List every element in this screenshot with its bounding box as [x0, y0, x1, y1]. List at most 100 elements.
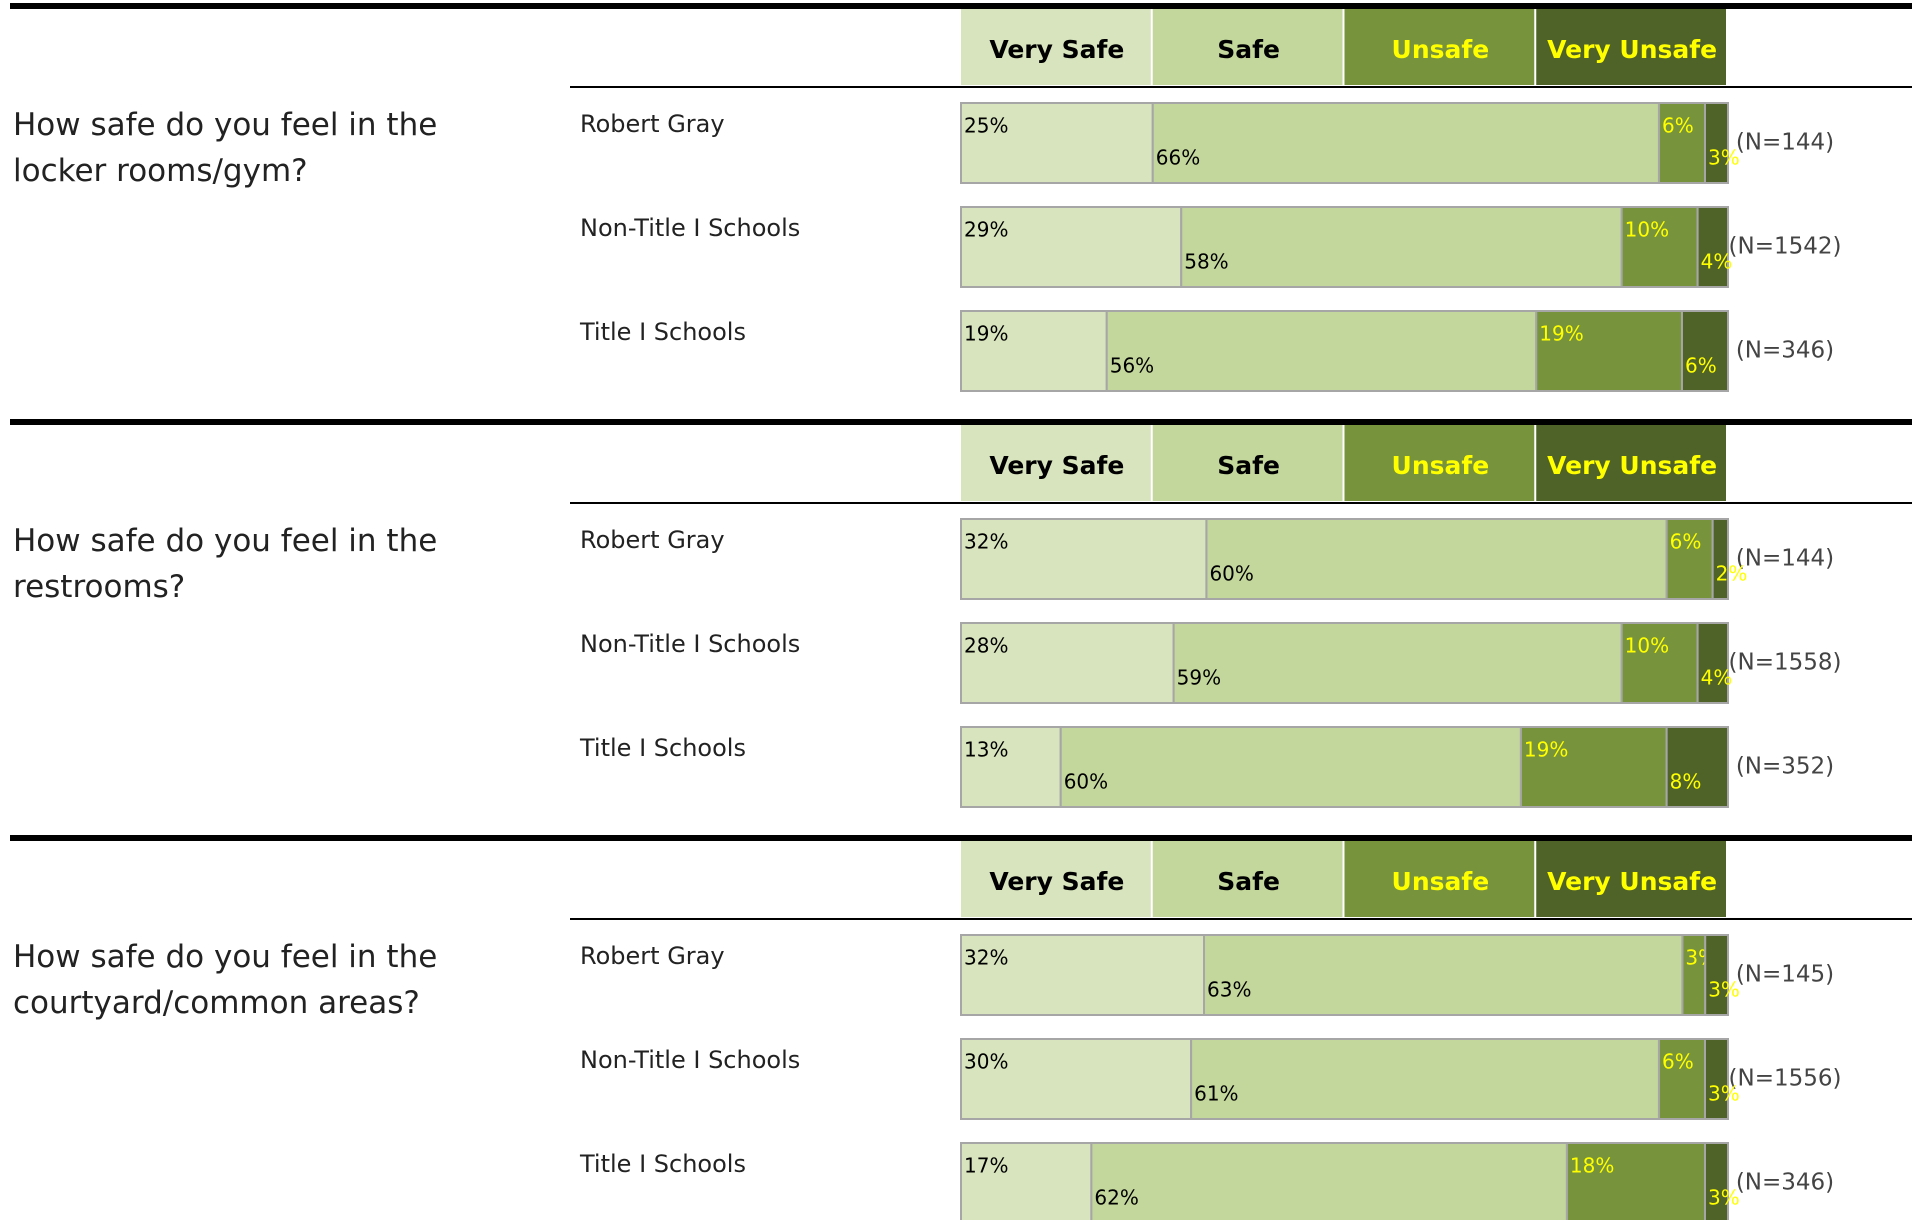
question: How safe do you feel in the courtyard/co… [13, 939, 438, 1021]
value-label: 6% [1685, 354, 1717, 378]
legend-cell [1344, 841, 1535, 917]
bar-segment [1696, 622, 1730, 704]
bar-segment [1703, 1038, 1729, 1120]
group-label: Non-Title I Schools [580, 1046, 800, 1074]
bar-segment [1711, 518, 1730, 600]
bar-segment [1680, 310, 1729, 392]
n-label: (N=1542) [1729, 234, 1842, 260]
legend-cell [1152, 841, 1343, 917]
legend-cell [1344, 9, 1535, 85]
bar-segment [1190, 1038, 1660, 1120]
bar-segment [1565, 1142, 1706, 1220]
bar-segment [1657, 1038, 1706, 1120]
group-label: Robert Gray [580, 526, 725, 554]
bar-segment [960, 310, 1108, 392]
group-label: Title I Schools [579, 1150, 746, 1178]
question: How safe do you feel in the locker rooms… [13, 107, 438, 189]
bar-segment [1665, 726, 1730, 808]
n-label: (N=1556) [1729, 1066, 1842, 1092]
bar-segment [1535, 310, 1683, 392]
n-label: (N=145) [1736, 962, 1834, 988]
n-label: (N=1558) [1729, 650, 1842, 676]
bar-segment [1151, 102, 1660, 184]
value-label: 13% [964, 738, 1008, 762]
question: How safe do you feel in the restrooms? [13, 523, 438, 605]
legend-label: Safe [1217, 867, 1280, 896]
bar-segment [960, 518, 1208, 600]
value-label: 32% [964, 946, 1008, 970]
value-label: 6% [1662, 1050, 1694, 1074]
bar-segment [1180, 206, 1623, 288]
value-label: 30% [964, 1050, 1008, 1074]
bar-segment [960, 1038, 1193, 1120]
legend-label: Very Safe [989, 35, 1124, 64]
bar-segment [1704, 934, 1729, 1016]
group-label: Non-Title I Schools [580, 214, 800, 242]
legend-cell [1152, 9, 1343, 85]
value-label: 60% [1209, 562, 1253, 586]
legend-cell [1344, 425, 1535, 501]
value-label: 10% [1625, 218, 1669, 242]
value-label: 3% [1708, 146, 1740, 170]
group-label: Title I Schools [579, 734, 746, 762]
value-label: 19% [1524, 738, 1568, 762]
legend-label: Unsafe [1392, 35, 1490, 64]
n-label: (N=346) [1736, 1170, 1834, 1196]
value-label: 25% [964, 114, 1008, 138]
bar-segment [1105, 310, 1538, 392]
bar-segment [1703, 102, 1729, 184]
group-label: Title I Schools [579, 318, 746, 346]
legend-cell [961, 841, 1151, 917]
value-label: 10% [1625, 634, 1669, 658]
value-label: 3% [1708, 1186, 1740, 1210]
value-label: 32% [964, 530, 1008, 554]
bar-segment [1519, 726, 1668, 808]
bar-segment [1172, 622, 1623, 704]
value-label: 2% [1716, 562, 1748, 586]
legend-label: Very Unsafe [1547, 35, 1717, 64]
value-label: 66% [1156, 146, 1200, 170]
legend-label: Very Unsafe [1547, 867, 1717, 896]
value-label: 60% [1064, 770, 1108, 794]
bar-segment [1059, 726, 1522, 808]
value-label: 61% [1194, 1082, 1238, 1106]
value-label: 59% [1177, 666, 1221, 690]
value-label: 6% [1670, 530, 1702, 554]
group-label: Robert Gray [580, 942, 725, 970]
legend-label: Unsafe [1392, 867, 1490, 896]
legend-cell [1536, 841, 1726, 917]
legend-cell [1152, 425, 1343, 501]
value-label: 56% [1110, 354, 1154, 378]
n-label: (N=144) [1736, 546, 1834, 572]
bar-segment [1090, 1142, 1568, 1220]
bar-segment [1703, 1142, 1729, 1220]
value-label: 17% [964, 1154, 1008, 1178]
legend-label: Safe [1217, 451, 1280, 480]
value-label: 62% [1094, 1186, 1138, 1210]
legend-label: Very Safe [989, 451, 1124, 480]
bar-segment [1696, 206, 1730, 288]
value-label: 18% [1570, 1154, 1614, 1178]
value-label: 28% [964, 634, 1008, 658]
value-label: 19% [964, 322, 1008, 346]
legend-label: Very Safe [989, 867, 1124, 896]
legend-cell [1536, 9, 1726, 85]
bar-segment [960, 1142, 1093, 1220]
panel-rule [10, 835, 1912, 841]
bar-segment [960, 934, 1206, 1016]
value-label: 8% [1670, 770, 1702, 794]
bar-segment [1665, 518, 1714, 600]
value-label: 19% [1539, 322, 1583, 346]
legend-label: Unsafe [1392, 451, 1490, 480]
legend-cell [1536, 425, 1726, 501]
bar-segment [1203, 934, 1684, 1016]
value-label: 3% [1708, 978, 1740, 1002]
value-label: 6% [1662, 114, 1694, 138]
value-label: 58% [1184, 250, 1228, 274]
legend-label: Very Unsafe [1547, 451, 1717, 480]
bar-segment [1205, 518, 1668, 600]
n-label: (N=144) [1736, 130, 1834, 156]
value-label: 29% [964, 218, 1008, 242]
value-label: 63% [1207, 978, 1251, 1002]
